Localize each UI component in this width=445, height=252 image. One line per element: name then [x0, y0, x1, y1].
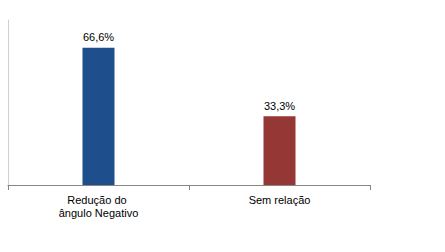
svg-text:Sem relação: Sem relação — [249, 194, 311, 206]
svg-text:33,3%: 33,3% — [264, 100, 295, 112]
svg-text:66,6%: 66,6% — [83, 31, 114, 43]
svg-text:Redução do: Redução do — [67, 194, 129, 206]
svg-text:ângulo Negativo: ângulo Negativo — [59, 207, 139, 219]
